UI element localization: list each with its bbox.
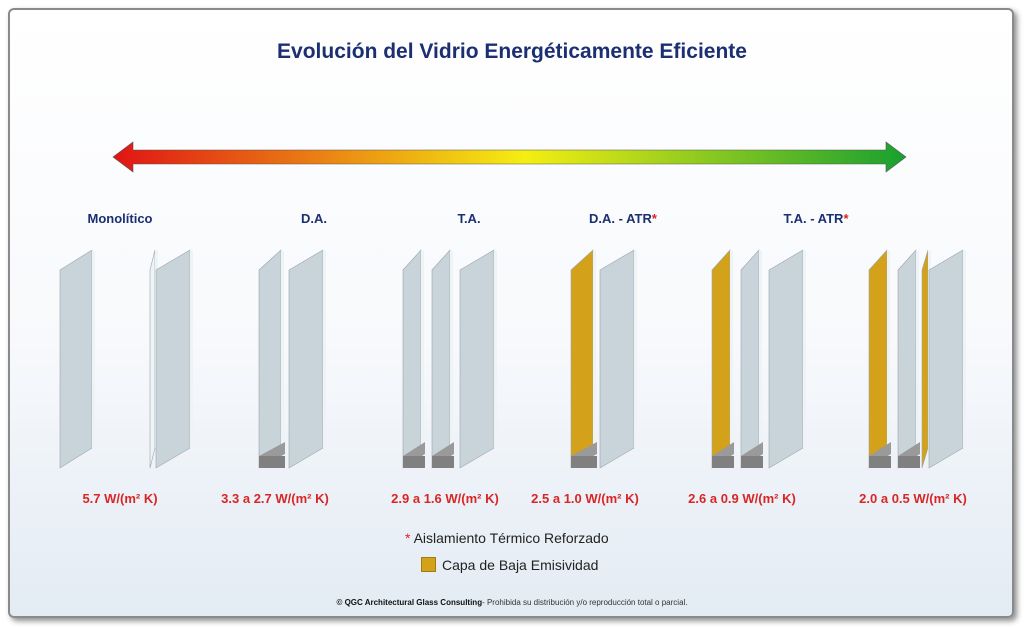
monolithic-a-pane-1 [59, 249, 93, 469]
column-label-da: D.A. [301, 211, 327, 226]
efficiency-arrow [112, 141, 907, 173]
triple-atr-alt-pane-1 [868, 249, 888, 469]
monolithic-b-pane-2-edge [190, 250, 193, 449]
triple-pane-1 [402, 249, 422, 469]
triple-atr-alt-pane-4 [928, 249, 964, 469]
triple-atr-pane-1 [711, 249, 731, 469]
legend-lowe-text: Capa de Baja Emisividad [442, 557, 599, 573]
triple-atr-alt-pane-1-spacer [869, 456, 891, 468]
u-value-ta-atr: 2.6 a 0.9 W/(m² K) [688, 491, 796, 506]
triple-pane-2 [431, 249, 451, 469]
triple-atr-pane-3-edge [803, 250, 806, 449]
page-title: Evolución del Vidrio Energéticamente Efi… [277, 40, 747, 63]
monolithic-b-pane-2 [155, 249, 191, 469]
triple-pane-2-edge [450, 250, 453, 449]
footer-brand: © QGC Architectural Glass Consulting [336, 598, 483, 607]
triple-pane-3-edge [494, 250, 497, 449]
double-pane-2 [288, 249, 324, 469]
column-label-monolitico: Monolítico [87, 211, 153, 226]
double-atr-pane-1-spacer [571, 456, 597, 468]
u-value-monolitico: 5.7 W/(m² K) [82, 491, 158, 506]
triple-atr-pane-2 [740, 249, 760, 469]
triple-pane-1-edge [421, 250, 424, 449]
u-value-da: 3.3 a 2.7 W/(m² K) [221, 491, 329, 506]
double-atr-pane-1 [570, 249, 594, 469]
triple-pane-2-spacer [432, 456, 454, 468]
u-value-da-atr: 2.5 a 1.0 W/(m² K) [531, 491, 639, 506]
footer-notice: - Prohibida su distribución y/o reproduc… [482, 598, 688, 607]
legend-lowe: Capa de Baja Emisividad [421, 557, 598, 573]
double-pane-1 [258, 249, 282, 469]
triple-atr-alt-pane-1-edge [887, 250, 890, 449]
triple-atr-pane-3 [768, 249, 804, 469]
legend-atr: * Aislamiento Térmico Reforzado [405, 530, 609, 546]
monolithic-b-pane-1 [149, 249, 156, 469]
triple-atr-pane-1-edge [730, 250, 733, 449]
triple-atr-alt-pane-2-edge [916, 250, 919, 449]
double-pane-1-edge [281, 250, 284, 449]
double-pane-2-edge [323, 250, 326, 449]
triple-atr-pane-2-spacer [741, 456, 763, 468]
triple-pane-3 [459, 249, 495, 469]
u-value-ta: 2.9 a 1.6 W/(m² K) [391, 491, 499, 506]
legend-star: * [405, 530, 411, 546]
triple-atr-pane-1-spacer [712, 456, 734, 468]
triple-atr-alt-pane-2 [897, 249, 917, 469]
column-label-ta-atr: T.A. - ATR* [783, 211, 849, 226]
double-pane-1-spacer [259, 456, 285, 468]
column-label-ta: T.A. [457, 211, 481, 226]
triple-pane-1-spacer [403, 456, 425, 468]
monolithic-a-pane-1-edge [92, 250, 95, 449]
lowe-swatch [421, 557, 436, 572]
double-atr-pane-2 [599, 249, 635, 469]
copyright-footer: © QGC Architectural Glass Consulting- Pr… [0, 598, 1024, 607]
triple-atr-alt-pane-4-edge [963, 250, 966, 449]
column-label-da-atr: D.A. - ATR* [589, 211, 657, 226]
legend-atr-text: Aislamiento Térmico Reforzado [413, 530, 609, 546]
triple-atr-alt-pane-3 [921, 249, 929, 469]
double-atr-pane-2-edge [634, 250, 637, 449]
triple-atr-pane-2-edge [759, 250, 762, 449]
u-value-ta-atr-alt: 2.0 a 0.5 W/(m² K) [859, 491, 967, 506]
triple-atr-alt-pane-2-spacer [898, 456, 920, 468]
double-atr-pane-1-edge [593, 250, 596, 449]
